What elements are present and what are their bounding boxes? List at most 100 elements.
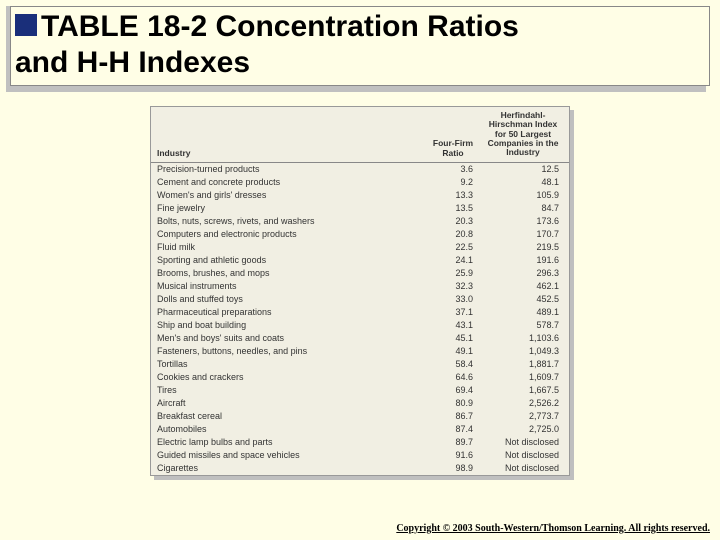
cell-hhi: 170.7 bbox=[483, 229, 563, 239]
table-row: Automobiles87.42,725.0 bbox=[151, 423, 569, 436]
cell-hhi: 1,103.6 bbox=[483, 333, 563, 343]
cell-hhi: 2,526.2 bbox=[483, 398, 563, 408]
cell-ratio: 89.7 bbox=[423, 437, 483, 447]
title-prefix: TABLE bbox=[41, 10, 139, 43]
cell-hhi: 219.5 bbox=[483, 242, 563, 252]
cell-hhi: Not disclosed bbox=[483, 463, 563, 473]
cell-ratio: 98.9 bbox=[423, 463, 483, 473]
title-line-1: TABLE 18-2 Concentration Ratios bbox=[15, 9, 705, 45]
cell-hhi: 105.9 bbox=[483, 190, 563, 200]
cell-industry: Guided missiles and space vehicles bbox=[157, 450, 423, 460]
cell-hhi: 1,609.7 bbox=[483, 372, 563, 382]
cell-industry: Women's and girls' dresses bbox=[157, 190, 423, 200]
table-row: Computers and electronic products20.8170… bbox=[151, 228, 569, 241]
cell-ratio: 20.8 bbox=[423, 229, 483, 239]
data-table: Industry Four-Firm Ratio Herfindahl-Hirs… bbox=[150, 106, 570, 476]
table-row: Musical instruments32.3462.1 bbox=[151, 280, 569, 293]
cell-hhi: 2,725.0 bbox=[483, 424, 563, 434]
col-industry: Industry bbox=[157, 148, 423, 158]
title-line-2: and H-H Indexes bbox=[15, 45, 705, 81]
cell-hhi: 2,773.7 bbox=[483, 411, 563, 421]
cell-hhi: 191.6 bbox=[483, 255, 563, 265]
cell-ratio: 3.6 bbox=[423, 164, 483, 174]
table-row: Dolls and stuffed toys33.0452.5 bbox=[151, 293, 569, 306]
cell-industry: Precision-turned products bbox=[157, 164, 423, 174]
cell-ratio: 69.4 bbox=[423, 385, 483, 395]
cell-industry: Men's and boys' suits and coats bbox=[157, 333, 423, 343]
table-row: Precision-turned products3.612.5 bbox=[151, 163, 569, 176]
cell-industry: Automobiles bbox=[157, 424, 423, 434]
cell-industry: Sporting and athletic goods bbox=[157, 255, 423, 265]
cell-industry: Electric lamp bulbs and parts bbox=[157, 437, 423, 447]
cell-ratio: 32.3 bbox=[423, 281, 483, 291]
cell-hhi: 84.7 bbox=[483, 203, 563, 213]
title-block: TABLE 18-2 Concentration Ratios and H-H … bbox=[0, 0, 720, 88]
table-row: Fasteners, buttons, needles, and pins49.… bbox=[151, 345, 569, 358]
table-row: Cookies and crackers64.61,609.7 bbox=[151, 371, 569, 384]
table-row: Bolts, nuts, screws, rivets, and washers… bbox=[151, 215, 569, 228]
cell-ratio: 91.6 bbox=[423, 450, 483, 460]
table-row: Fluid milk22.5219.5 bbox=[151, 241, 569, 254]
cell-hhi: 1,667.5 bbox=[483, 385, 563, 395]
col-ratio: Four-Firm Ratio bbox=[423, 138, 483, 158]
table-row: Pharmaceutical preparations37.1489.1 bbox=[151, 306, 569, 319]
title-face: TABLE 18-2 Concentration Ratios and H-H … bbox=[10, 6, 710, 86]
cell-ratio: 87.4 bbox=[423, 424, 483, 434]
table-row: Sporting and athletic goods24.1191.6 bbox=[151, 254, 569, 267]
cell-industry: Cigarettes bbox=[157, 463, 423, 473]
cell-ratio: 49.1 bbox=[423, 346, 483, 356]
cell-hhi: 48.1 bbox=[483, 177, 563, 187]
cell-industry: Tires bbox=[157, 385, 423, 395]
table-row: Aircraft80.92,526.2 bbox=[151, 397, 569, 410]
cell-industry: Musical instruments bbox=[157, 281, 423, 291]
cell-industry: Breakfast cereal bbox=[157, 411, 423, 421]
cell-ratio: 20.3 bbox=[423, 216, 483, 226]
table-body: Precision-turned products3.612.5Cement a… bbox=[151, 163, 569, 475]
cell-ratio: 13.3 bbox=[423, 190, 483, 200]
cell-industry: Dolls and stuffed toys bbox=[157, 294, 423, 304]
cell-ratio: 43.1 bbox=[423, 320, 483, 330]
cell-industry: Aircraft bbox=[157, 398, 423, 408]
cell-industry: Fine jewelry bbox=[157, 203, 423, 213]
title-rest: 18-2 Concentration Ratios bbox=[139, 10, 519, 43]
cell-industry: Fasteners, buttons, needles, and pins bbox=[157, 346, 423, 356]
table-row: Tortillas58.41,881.7 bbox=[151, 358, 569, 371]
copyright-notice: Copyright © 2003 South-Western/Thomson L… bbox=[396, 523, 710, 534]
table-row: Tires69.41,667.5 bbox=[151, 384, 569, 397]
cell-industry: Brooms, brushes, and mops bbox=[157, 268, 423, 278]
cell-ratio: 33.0 bbox=[423, 294, 483, 304]
cell-industry: Bolts, nuts, screws, rivets, and washers bbox=[157, 216, 423, 226]
cell-ratio: 13.5 bbox=[423, 203, 483, 213]
cell-hhi: 489.1 bbox=[483, 307, 563, 317]
cell-hhi: 1,881.7 bbox=[483, 359, 563, 369]
cell-industry: Cement and concrete products bbox=[157, 177, 423, 187]
table-row: Men's and boys' suits and coats45.11,103… bbox=[151, 332, 569, 345]
cell-ratio: 64.6 bbox=[423, 372, 483, 382]
table-row: Fine jewelry13.584.7 bbox=[151, 202, 569, 215]
cell-industry: Fluid milk bbox=[157, 242, 423, 252]
table-row: Ship and boat building43.1578.7 bbox=[151, 319, 569, 332]
cell-hhi: 173.6 bbox=[483, 216, 563, 226]
table-header: Industry Four-Firm Ratio Herfindahl-Hirs… bbox=[151, 107, 569, 163]
cell-ratio: 80.9 bbox=[423, 398, 483, 408]
cell-hhi: 296.3 bbox=[483, 268, 563, 278]
cell-hhi: 452.5 bbox=[483, 294, 563, 304]
cell-ratio: 25.9 bbox=[423, 268, 483, 278]
cell-industry: Tortillas bbox=[157, 359, 423, 369]
cell-hhi: Not disclosed bbox=[483, 437, 563, 447]
table-row: Cigarettes98.9Not disclosed bbox=[151, 462, 569, 475]
cell-ratio: 9.2 bbox=[423, 177, 483, 187]
cell-ratio: 45.1 bbox=[423, 333, 483, 343]
cell-industry: Cookies and crackers bbox=[157, 372, 423, 382]
table-row: Cement and concrete products9.248.1 bbox=[151, 176, 569, 189]
cell-hhi: 1,049.3 bbox=[483, 346, 563, 356]
cell-hhi: 462.1 bbox=[483, 281, 563, 291]
table-row: Electric lamp bulbs and parts89.7Not dis… bbox=[151, 436, 569, 449]
cell-ratio: 22.5 bbox=[423, 242, 483, 252]
table-row: Guided missiles and space vehicles91.6No… bbox=[151, 449, 569, 462]
cell-ratio: 58.4 bbox=[423, 359, 483, 369]
col-hhi: Herfindahl-Hirschman Index for 50 Larges… bbox=[483, 111, 563, 158]
cell-ratio: 37.1 bbox=[423, 307, 483, 317]
bullet-icon bbox=[15, 14, 37, 36]
cell-hhi: Not disclosed bbox=[483, 450, 563, 460]
